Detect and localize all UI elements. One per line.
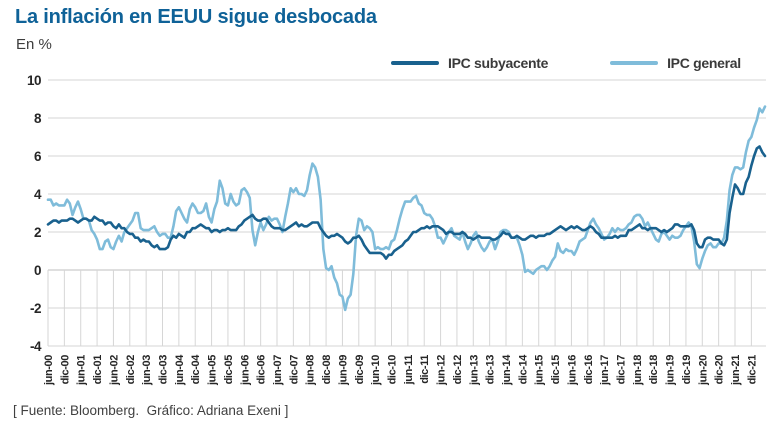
x-tick-label: jun-09 [337,355,349,386]
x-tick-label: jun-20 [697,355,709,386]
x-tick-label: dic-14 [517,354,529,385]
y-tick-label: 4 [34,187,42,202]
series-line-ipc-subyacente [46,145,767,260]
x-tick-label: dic-12 [452,355,464,385]
x-tick-label: jun-03 [141,355,153,386]
y-tick-label: 0 [34,263,41,278]
x-tick-label: dic-07 [288,355,300,385]
x-tick-label: dic-05 [223,355,235,385]
x-tick-label: jun-07 [272,355,284,386]
x-tick-label: dic-16 [583,355,595,385]
x-tick-label: dic-02 [125,355,137,385]
x-tick-label: jun-21 [730,355,742,386]
x-tick-label: dic-18 [648,355,660,385]
x-tick-label: dic-10 [387,355,399,385]
x-tick-label: jun-16 [566,355,578,386]
x-tick-label: dic-04 [190,354,202,385]
y-tick-label: 2 [34,225,41,240]
x-tick-label: dic-09 [354,355,366,385]
y-tick-label: -2 [30,301,41,316]
x-tick-label: dic-01 [92,355,104,385]
legend-item-ipc-general: IPC general [610,55,741,71]
y-tick-label: 6 [34,149,42,164]
x-tick-label: dic-00 [59,355,71,385]
x-tick-label: jun-02 [108,355,120,386]
x-tick-label: jun-04 [174,354,186,386]
y-tick-label: 8 [34,111,42,126]
x-tick-label: dic-11 [419,355,431,384]
y-tick-label: 10 [27,73,41,88]
x-tick-label: jun-05 [207,355,219,386]
source-credit: [ Fuente: Bloomberg. Gráfico: Adriana Ex… [13,403,289,418]
x-tick-label: jun-08 [305,355,317,386]
x-tick-label: dic-21 [746,355,758,385]
x-tick-label: jun-06 [239,355,251,386]
x-tick-label: jun-13 [468,355,480,386]
x-tick-label: dic-08 [321,355,333,385]
legend-label: IPC subyacente [448,55,549,71]
legend-label: IPC general [667,55,741,71]
x-tick-label: jun-15 [534,355,546,386]
x-tick-label: jun-00 [43,355,55,386]
line-swatch-icon [610,61,659,65]
x-tick-label: jun-01 [76,355,88,386]
x-tick-label: dic-13 [485,355,497,385]
y-tick-label: -4 [30,339,42,354]
x-tick-label: jun-11 [403,355,415,386]
x-tick-label: jun-17 [599,355,611,386]
chart-unit-label: En % [16,36,52,53]
x-tick-label: jun-12 [436,355,448,386]
x-tick-label: jun-19 [665,355,677,386]
x-tick-label: dic-19 [681,355,693,385]
x-tick-label: dic-15 [550,355,562,385]
x-tick-label: jun-18 [632,355,644,386]
line-swatch-icon [391,61,439,65]
x-tick-label: dic-03 [158,355,170,385]
legend-item-ipc-subyacente: IPC subyacente [391,55,548,71]
x-tick-label: dic-06 [256,355,268,385]
x-tick-label: dic-17 [616,355,628,385]
x-tick-label: dic-20 [714,355,726,385]
x-tick-label: jun-10 [370,355,382,386]
series-line-ipc-general [46,105,767,312]
chart-legend: IPC subyacente IPC general [391,55,741,71]
page-title: La inflación en EEUU sigue desbocada [15,6,377,28]
x-tick-label: jun-14 [501,354,513,386]
